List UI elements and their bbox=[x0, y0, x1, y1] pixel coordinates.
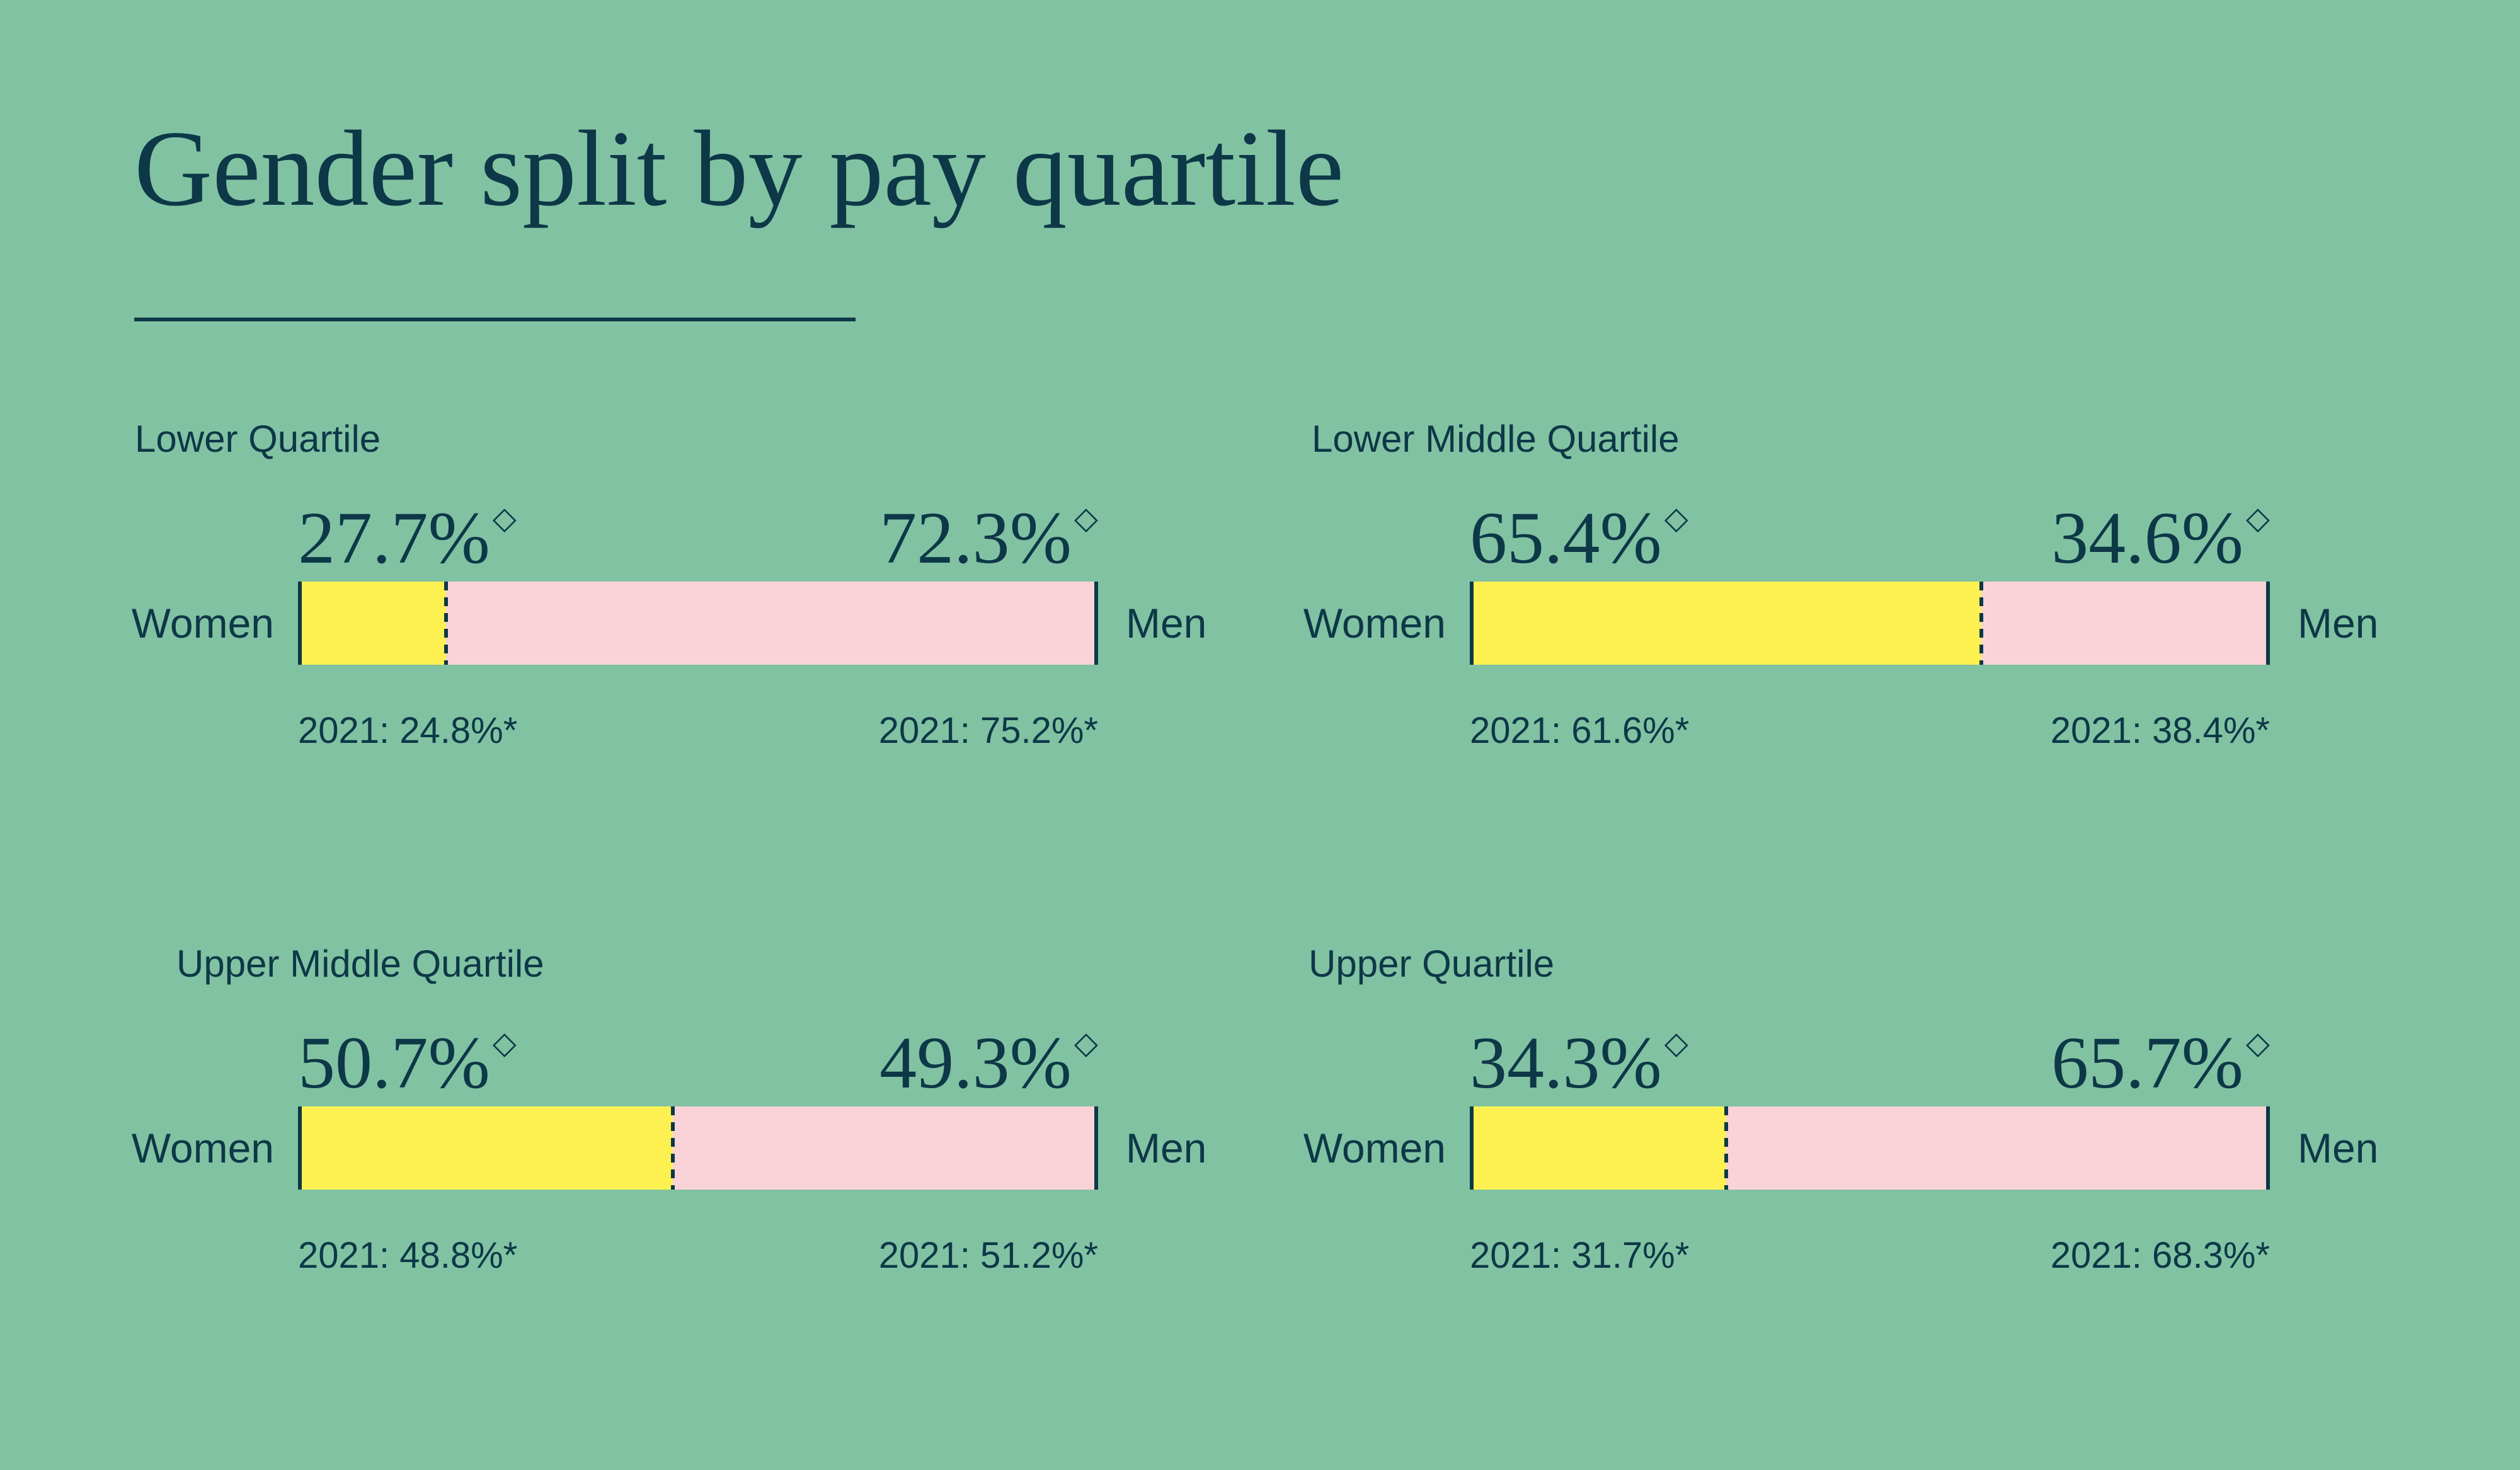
stacked-bar bbox=[1470, 582, 2270, 665]
quartile-panel-upper-middle: Upper Middle Quartile 50.7%◇ 49.3%◇ Wome… bbox=[132, 943, 1207, 1276]
women-value: 34.3%◇ bbox=[1470, 1021, 1688, 1104]
diamond-marker-icon: ◇ bbox=[492, 501, 517, 536]
bar-divider bbox=[670, 1106, 675, 1190]
men-value: 34.6%◇ bbox=[2051, 497, 2270, 579]
quartile-panel-upper: Upper Quartile 34.3%◇ 65.7%◇ Women Men 2… bbox=[1303, 943, 2379, 1276]
men-value: 72.3%◇ bbox=[879, 497, 1098, 579]
quartile-panel-lower-middle: Lower Middle Quartile 65.4%◇ 34.6%◇ Wome… bbox=[1303, 418, 2379, 751]
women-side-label: Women bbox=[131, 600, 274, 646]
women-prior-value: 2021: 24.8%* bbox=[298, 710, 518, 751]
diamond-marker-icon: ◇ bbox=[1074, 1026, 1098, 1061]
quartile-label: Upper Quartile bbox=[1309, 943, 1555, 985]
men-value: 65.7%◇ bbox=[2051, 1021, 2270, 1104]
women-prior-value: 2021: 61.6%* bbox=[1470, 710, 1690, 751]
bar-segment-men bbox=[672, 1106, 1094, 1190]
men-value: 49.3%◇ bbox=[879, 1021, 1098, 1104]
bar-segment-women bbox=[1474, 582, 1982, 665]
women-value: 65.4%◇ bbox=[1470, 497, 1688, 579]
diamond-marker-icon: ◇ bbox=[492, 1026, 517, 1061]
women-value: 50.7%◇ bbox=[298, 1021, 517, 1104]
men-prior-value: 2021: 38.4%* bbox=[2050, 710, 2270, 751]
quartile-label: Lower Quartile bbox=[135, 418, 381, 460]
bar-segment-men bbox=[445, 582, 1094, 665]
stacked-bar bbox=[298, 582, 1098, 665]
men-prior-value: 2021: 68.3%* bbox=[2050, 1235, 2270, 1276]
men-side-label: Men bbox=[1126, 600, 1207, 646]
women-prior-value: 2021: 31.7%* bbox=[1470, 1235, 1690, 1276]
bar-divider bbox=[444, 582, 448, 665]
bar-segment-women bbox=[302, 1106, 673, 1190]
bar-segment-men bbox=[1981, 582, 2266, 665]
men-prior-value: 2021: 51.2%* bbox=[878, 1235, 1098, 1276]
quartile-label: Lower Middle Quartile bbox=[1312, 418, 1680, 460]
men-side-label: Men bbox=[2298, 1125, 2379, 1171]
women-value: 27.7%◇ bbox=[298, 497, 517, 579]
bar-divider bbox=[1724, 1106, 1729, 1190]
women-side-label: Women bbox=[1303, 1125, 1446, 1171]
bar-segment-women bbox=[1474, 1106, 1727, 1190]
diamond-marker-icon: ◇ bbox=[2245, 1026, 2270, 1061]
stacked-bar bbox=[1470, 1106, 2270, 1190]
diamond-marker-icon: ◇ bbox=[1664, 1026, 1688, 1061]
stacked-bar bbox=[298, 1106, 1098, 1190]
women-prior-value: 2021: 48.8%* bbox=[298, 1235, 518, 1276]
men-side-label: Men bbox=[2298, 600, 2379, 646]
bar-divider bbox=[1979, 582, 1984, 665]
quartile-label: Upper Middle Quartile bbox=[176, 943, 544, 985]
diamond-marker-icon: ◇ bbox=[1074, 501, 1098, 536]
title-underline bbox=[134, 318, 856, 321]
men-side-label: Men bbox=[1126, 1125, 1207, 1171]
diamond-marker-icon: ◇ bbox=[2245, 501, 2270, 536]
page-title: Gender split by pay quartile bbox=[134, 109, 1344, 229]
bar-segment-men bbox=[1726, 1106, 2266, 1190]
men-prior-value: 2021: 75.2%* bbox=[878, 710, 1098, 751]
bar-segment-women bbox=[302, 582, 446, 665]
diamond-marker-icon: ◇ bbox=[1664, 501, 1688, 536]
women-side-label: Women bbox=[131, 1125, 274, 1171]
women-side-label: Women bbox=[1303, 600, 1446, 646]
quartile-panel-lower: Lower Quartile 27.7%◇ 72.3%◇ Women Men 2… bbox=[132, 418, 1207, 751]
